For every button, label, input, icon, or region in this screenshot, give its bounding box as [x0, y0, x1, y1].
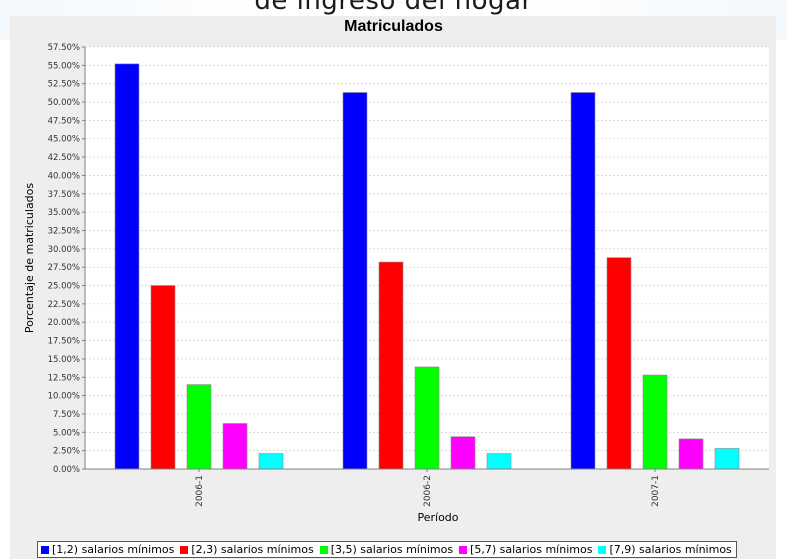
x-axis-label: Período: [417, 511, 458, 524]
bar: [342, 92, 368, 470]
legend-label: [5,7) salarios mínimos: [470, 543, 593, 556]
y-tick-label: 17.50%: [48, 337, 80, 347]
y-tick-label: 15.00%: [48, 355, 80, 365]
y-axis: 0.00% 2.50% 5.00% 7.50% 10.00% 12.50% 15.00% 17…: [48, 43, 86, 475]
x-tick-label: 2007-1: [651, 475, 661, 507]
y-tick-label: 10.00%: [48, 392, 80, 402]
bar: [414, 366, 440, 470]
bar: [222, 423, 248, 470]
x-tick-label: 2006-2: [423, 475, 433, 507]
y-tick-label: 40.00%: [48, 171, 80, 181]
y-tick-label: 12.50%: [48, 373, 80, 383]
bar: [186, 384, 212, 470]
y-tick-label: 50.00%: [48, 98, 80, 108]
y-axis-label: Porcentaje de matriculados: [23, 183, 36, 334]
legend: [1,2) salarios mínimos [2,3) salarios mín…: [37, 541, 737, 558]
y-tick-label: 35.00%: [48, 208, 80, 218]
bar: [258, 453, 284, 470]
bar: [570, 92, 596, 470]
bar: [678, 438, 704, 470]
legend-label: [1,2) salarios mínimos: [52, 543, 175, 556]
y-tick-label: 42.50%: [48, 153, 80, 163]
page-heading: de ingreso del hogar: [254, 0, 533, 16]
legend-item: [7,9) salarios mínimos: [598, 543, 732, 556]
chart-title: Matriculados: [344, 18, 443, 35]
bar: [378, 261, 404, 470]
legend-item: [3,5) salarios mínimos: [319, 543, 454, 556]
y-tick-label: 5.00%: [53, 428, 80, 438]
legend-item: [2,3) salarios mínimos: [180, 543, 314, 556]
y-tick-label: 47.50%: [48, 116, 80, 126]
bars: [114, 63, 740, 470]
y-tick-label: 0.00%: [53, 465, 80, 475]
y-tick-label: 20.00%: [48, 318, 80, 328]
y-tick-label: 7.50%: [53, 410, 80, 420]
legend-swatch: [459, 545, 468, 554]
y-tick-label: 37.50%: [48, 190, 80, 200]
legend-swatch: [41, 545, 49, 554]
y-tick-label: 22.50%: [48, 300, 80, 310]
legend-swatch: [180, 545, 189, 554]
bar: [150, 285, 176, 470]
legend-label: [3,5) salarios mínimos: [330, 543, 454, 556]
legend-item: [5,7) salarios mínimos: [459, 543, 592, 556]
y-tick-label: 55.00%: [48, 61, 80, 71]
legend-item: [1,2) salarios mínimos: [41, 543, 174, 556]
y-tick-label: 32.50%: [48, 226, 80, 236]
y-tick-label: 52.50%: [48, 80, 80, 90]
bar: [714, 448, 740, 470]
bar: [606, 257, 632, 470]
bar: [450, 436, 476, 470]
bar: [486, 453, 512, 470]
y-tick-label: 45.00%: [48, 135, 80, 145]
legend-swatch: [319, 545, 328, 554]
legend-label: [2,3) salarios mínimos: [191, 543, 314, 556]
bar: [114, 63, 140, 470]
x-axis: 2006-1 2006-2 2007-1: [85, 468, 769, 507]
x-tick-label: 2006-1: [195, 475, 205, 507]
y-tick-label: 27.50%: [48, 263, 80, 273]
bar: [642, 374, 668, 470]
legend-label: [7,9) salarios mínimos: [609, 543, 732, 556]
y-tick-label: 2.50%: [53, 447, 80, 457]
y-tick-label: 25.00%: [48, 282, 80, 292]
legend-swatch: [598, 545, 607, 554]
y-tick-label: 57.50%: [48, 43, 80, 53]
y-tick-label: 30.00%: [48, 245, 80, 255]
